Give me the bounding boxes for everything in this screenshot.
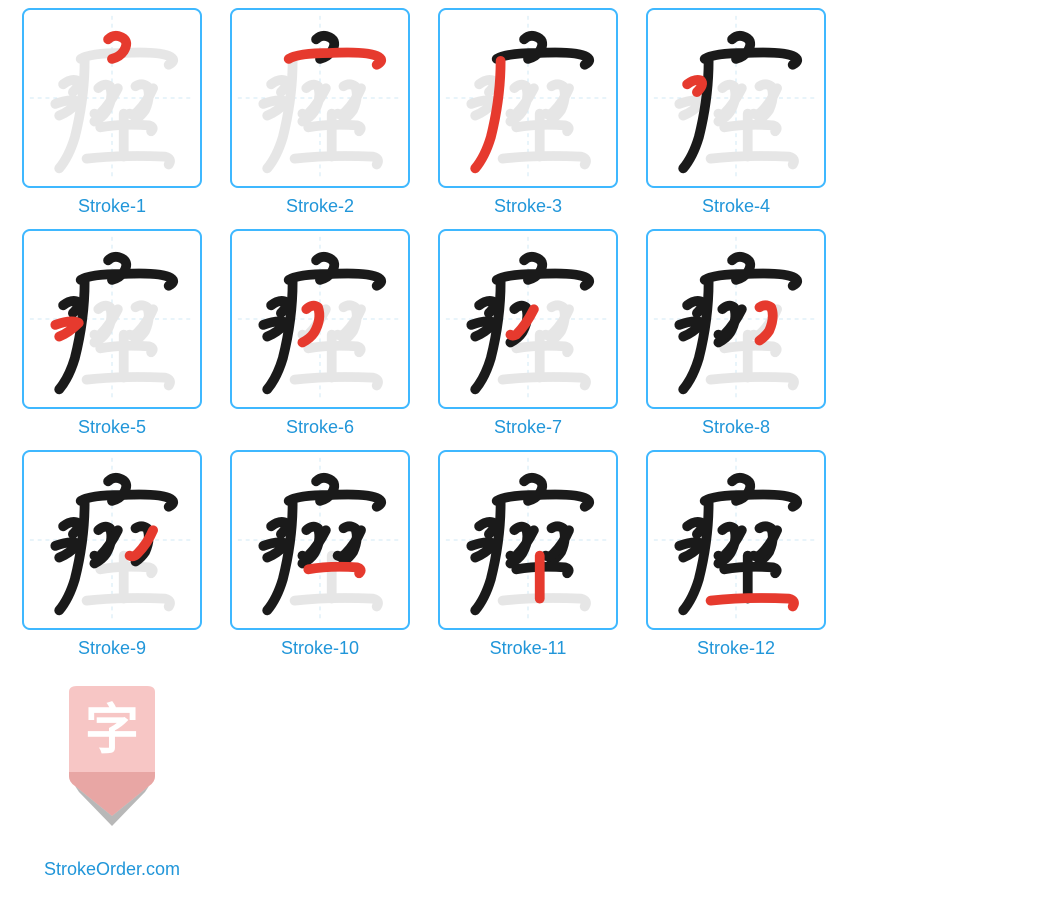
stroke-cell: Stroke-2 (216, 8, 424, 217)
stroke-caption: Stroke-7 (494, 417, 562, 438)
stroke-caption: Stroke-2 (286, 196, 354, 217)
stroke-box-3 (438, 8, 618, 188)
stroke-box-9 (22, 450, 202, 630)
stroke-box-7 (438, 229, 618, 409)
stroke-cell: Stroke-10 (216, 450, 424, 659)
stroke-caption: Stroke-10 (281, 638, 359, 659)
stroke-box-12 (646, 450, 826, 630)
stroke-caption: Stroke-9 (78, 638, 146, 659)
stroke-box-10 (230, 450, 410, 630)
stroke-caption: Stroke-3 (494, 196, 562, 217)
stroke-caption: Stroke-8 (702, 417, 770, 438)
stroke-box-5 (22, 229, 202, 409)
stroke-caption: Stroke-5 (78, 417, 146, 438)
stroke-grid: Stroke-1 Stroke-2 Stroke-3 Stroke-4 Stro… (8, 8, 1042, 892)
stroke-cell: Stroke-12 (632, 450, 840, 659)
stroke-cell: Stroke-7 (424, 229, 632, 438)
stroke-cell: Stroke-1 (8, 8, 216, 217)
site-name: StrokeOrder.com (44, 859, 180, 880)
stroke-cell: Stroke-11 (424, 450, 632, 659)
stroke-box-11 (438, 450, 618, 630)
site-logo: 字 (22, 671, 202, 851)
stroke-caption: Stroke-1 (78, 196, 146, 217)
stroke-box-6 (230, 229, 410, 409)
stroke-cell: Stroke-8 (632, 229, 840, 438)
stroke-caption: Stroke-6 (286, 417, 354, 438)
stroke-caption: Stroke-11 (490, 638, 567, 659)
stroke-cell: Stroke-9 (8, 450, 216, 659)
stroke-cell: Stroke-5 (8, 229, 216, 438)
stroke-box-2 (230, 8, 410, 188)
logo-cell: 字 StrokeOrder.com (8, 671, 216, 880)
stroke-box-1 (22, 8, 202, 188)
stroke-box-4 (646, 8, 826, 188)
stroke-box-8 (646, 229, 826, 409)
stroke-cell: Stroke-6 (216, 229, 424, 438)
stroke-caption: Stroke-12 (697, 638, 775, 659)
stroke-cell: Stroke-4 (632, 8, 840, 217)
stroke-cell: Stroke-3 (424, 8, 632, 217)
svg-text:字: 字 (85, 700, 139, 760)
stroke-caption: Stroke-4 (702, 196, 770, 217)
